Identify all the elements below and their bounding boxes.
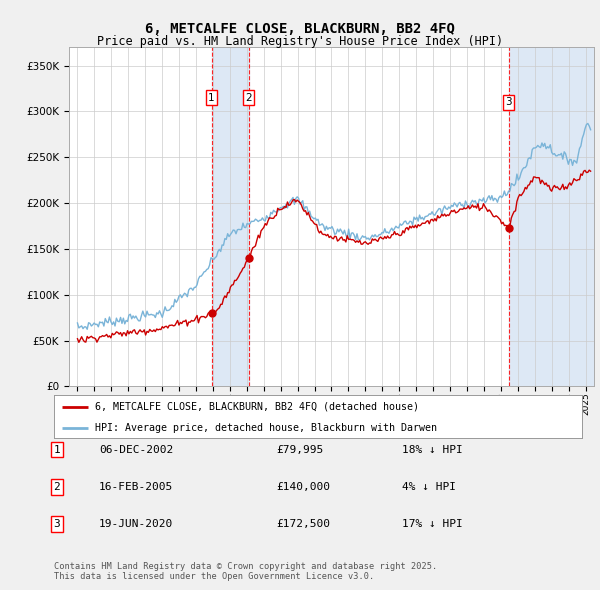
Text: 2: 2 <box>53 482 61 491</box>
Text: 18% ↓ HPI: 18% ↓ HPI <box>402 445 463 454</box>
Bar <box>212 47 249 386</box>
Text: Price paid vs. HM Land Registry's House Price Index (HPI): Price paid vs. HM Land Registry's House … <box>97 35 503 48</box>
Text: 6, METCALFE CLOSE, BLACKBURN, BB2 4FQ (detached house): 6, METCALFE CLOSE, BLACKBURN, BB2 4FQ (d… <box>95 402 419 412</box>
Text: 4% ↓ HPI: 4% ↓ HPI <box>402 482 456 491</box>
Text: 16-FEB-2005: 16-FEB-2005 <box>99 482 173 491</box>
Text: 1: 1 <box>208 93 215 103</box>
Text: £140,000: £140,000 <box>276 482 330 491</box>
Text: £172,500: £172,500 <box>276 519 330 529</box>
Text: 19-JUN-2020: 19-JUN-2020 <box>99 519 173 529</box>
Text: 3: 3 <box>505 97 512 107</box>
Text: HPI: Average price, detached house, Blackburn with Darwen: HPI: Average price, detached house, Blac… <box>95 424 437 434</box>
Text: 3: 3 <box>53 519 61 529</box>
Text: 2: 2 <box>245 93 252 103</box>
Text: £79,995: £79,995 <box>276 445 323 454</box>
Text: 1: 1 <box>53 445 61 454</box>
Text: Contains HM Land Registry data © Crown copyright and database right 2025.
This d: Contains HM Land Registry data © Crown c… <box>54 562 437 581</box>
Text: 17% ↓ HPI: 17% ↓ HPI <box>402 519 463 529</box>
Text: 06-DEC-2002: 06-DEC-2002 <box>99 445 173 454</box>
Text: 6, METCALFE CLOSE, BLACKBURN, BB2 4FQ: 6, METCALFE CLOSE, BLACKBURN, BB2 4FQ <box>145 22 455 37</box>
Bar <box>509 47 594 386</box>
